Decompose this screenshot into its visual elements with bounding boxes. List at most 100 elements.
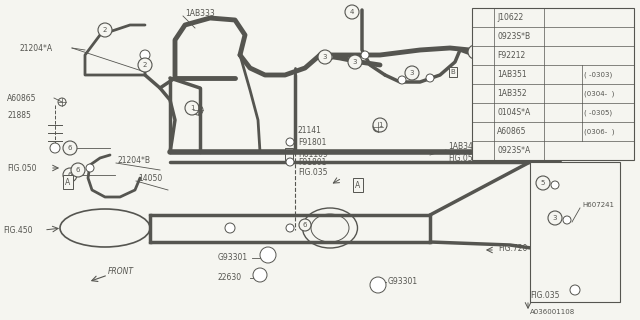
Text: 6: 6 [303, 222, 307, 228]
Text: 21204B: 21204B [520, 154, 549, 163]
Text: (0304-  ): (0304- ) [584, 90, 614, 97]
Text: J10622: J10622 [497, 13, 524, 22]
Text: A: A [355, 180, 360, 189]
Text: FIG.035: FIG.035 [530, 291, 559, 300]
Circle shape [105, 27, 111, 33]
Circle shape [405, 66, 419, 80]
Text: 0104S*A: 0104S*A [497, 108, 531, 117]
Circle shape [138, 58, 152, 72]
Circle shape [476, 49, 490, 62]
Circle shape [63, 141, 77, 155]
Text: 3: 3 [410, 70, 414, 76]
Circle shape [563, 216, 571, 224]
Circle shape [71, 163, 85, 177]
Text: 2: 2 [481, 34, 485, 39]
Text: 4: 4 [350, 9, 354, 15]
Circle shape [570, 285, 580, 295]
Circle shape [86, 164, 94, 172]
Circle shape [50, 143, 60, 153]
Text: 6: 6 [68, 145, 72, 151]
Circle shape [373, 118, 387, 132]
Text: 1: 1 [481, 14, 485, 20]
Text: 3: 3 [509, 75, 515, 81]
Text: 21141: 21141 [298, 125, 322, 134]
Text: 6: 6 [481, 148, 485, 154]
Text: 21204*B: 21204*B [118, 156, 151, 164]
Text: G93301: G93301 [218, 253, 248, 262]
Circle shape [63, 168, 77, 182]
Text: 3: 3 [481, 52, 485, 59]
Text: FIG.035: FIG.035 [298, 167, 328, 177]
Circle shape [185, 101, 199, 115]
Text: 1: 1 [189, 105, 195, 111]
Text: FIG.050: FIG.050 [448, 154, 477, 163]
Circle shape [286, 138, 294, 146]
Text: F92212: F92212 [497, 51, 525, 60]
Text: ( -0305): ( -0305) [584, 109, 612, 116]
Text: FIG.050: FIG.050 [7, 164, 36, 172]
Text: 6: 6 [76, 167, 80, 173]
Text: 2: 2 [143, 62, 147, 68]
Bar [472, 8, 634, 160]
Text: 3: 3 [323, 54, 327, 60]
Circle shape [286, 224, 294, 232]
Text: 21885: 21885 [7, 110, 31, 119]
Text: 3: 3 [473, 49, 477, 55]
Text: 3: 3 [553, 215, 557, 221]
Text: F91801: F91801 [298, 157, 326, 166]
Circle shape [370, 277, 386, 293]
Circle shape [476, 143, 490, 157]
Text: 2: 2 [103, 27, 107, 33]
Circle shape [286, 158, 294, 166]
Circle shape [260, 247, 276, 263]
Text: 1AB343: 1AB343 [448, 141, 477, 150]
Text: A60865: A60865 [7, 93, 36, 102]
Text: 21204*A: 21204*A [20, 44, 53, 52]
Bar [285, 148, 293, 160]
Text: (0306-  ): (0306- ) [584, 128, 614, 135]
Text: B: B [451, 69, 456, 75]
Circle shape [536, 176, 550, 190]
Text: 1: 1 [378, 122, 382, 128]
Circle shape [98, 23, 112, 37]
Circle shape [145, 62, 151, 68]
Text: 0923S*A: 0923S*A [497, 146, 531, 155]
Text: FRONT: FRONT [108, 268, 134, 276]
Text: F91801: F91801 [298, 138, 326, 147]
Text: FIG.450: FIG.450 [3, 226, 33, 235]
Text: FIG.720: FIG.720 [498, 244, 527, 252]
Text: H607241: H607241 [582, 202, 614, 208]
Text: 0923S*B: 0923S*B [497, 32, 530, 41]
Circle shape [345, 5, 359, 19]
Text: 5: 5 [541, 180, 545, 186]
Circle shape [225, 223, 235, 233]
Circle shape [299, 219, 311, 231]
Circle shape [475, 49, 481, 55]
Circle shape [361, 51, 369, 59]
Text: 5: 5 [481, 109, 485, 116]
Circle shape [140, 50, 150, 60]
Bar [530, 162, 620, 302]
Circle shape [476, 29, 490, 44]
Circle shape [468, 45, 482, 59]
Text: 1AB352: 1AB352 [497, 89, 527, 98]
Text: 22630: 22630 [218, 274, 242, 283]
Circle shape [505, 71, 519, 85]
Circle shape [426, 74, 434, 82]
Circle shape [253, 268, 267, 282]
Circle shape [476, 11, 490, 25]
Circle shape [517, 77, 527, 87]
Circle shape [476, 106, 490, 119]
Text: 1AB351: 1AB351 [497, 70, 527, 79]
Text: 1AB333: 1AB333 [185, 9, 215, 18]
Text: 3: 3 [353, 59, 357, 65]
Circle shape [398, 76, 406, 84]
Text: 6: 6 [68, 172, 72, 178]
Text: G93301: G93301 [388, 277, 418, 286]
Circle shape [327, 54, 333, 60]
Text: 14050: 14050 [138, 173, 163, 182]
Circle shape [318, 50, 332, 64]
Text: 4: 4 [481, 71, 485, 77]
Text: A036001108: A036001108 [530, 309, 575, 315]
Circle shape [348, 55, 362, 69]
